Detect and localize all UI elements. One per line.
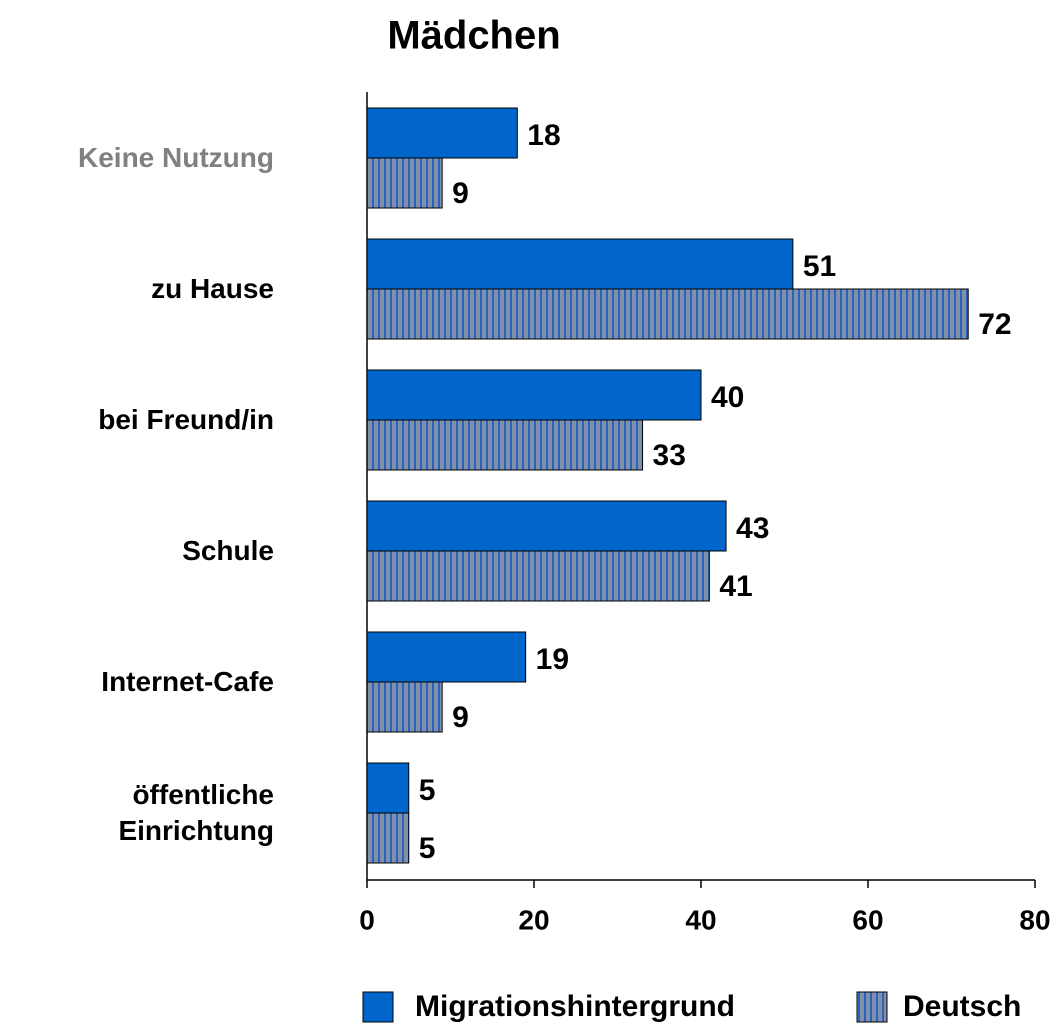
bar — [366, 550, 710, 602]
category-label: Schule — [182, 535, 274, 566]
legend-label: Migrationshintergrund — [415, 990, 735, 1023]
category-label: öffentliche Einrichtung — [118, 779, 274, 846]
bar — [366, 107, 518, 159]
value-label: 51 — [803, 250, 836, 283]
bar — [366, 288, 969, 340]
value-label: 9 — [452, 177, 469, 210]
legend-swatch — [856, 991, 888, 1023]
x-tick-label: 80 — [1019, 904, 1050, 935]
x-tick-label: 60 — [852, 904, 883, 935]
category-label: bei Freund/in — [98, 404, 274, 435]
value-label: 18 — [527, 119, 560, 152]
x-tick-label: 20 — [518, 904, 549, 935]
bar — [366, 419, 644, 471]
value-label: 5 — [419, 832, 436, 865]
value-label: 9 — [452, 701, 469, 734]
category-label: zu Hause — [151, 273, 274, 304]
value-label: 5 — [419, 774, 436, 807]
value-label: 41 — [719, 570, 752, 603]
bar — [366, 369, 702, 421]
bar — [366, 157, 443, 209]
bar — [366, 762, 410, 814]
value-label: 40 — [711, 381, 744, 414]
x-tick-label: 40 — [685, 904, 716, 935]
bar — [366, 812, 410, 864]
legend-label: Deutsch — [903, 990, 1021, 1023]
bar — [366, 500, 727, 552]
chart-title: Mädchen — [387, 14, 560, 58]
x-tick-label: 0 — [359, 904, 375, 935]
legend-swatch — [362, 991, 394, 1023]
value-label: 33 — [653, 439, 686, 472]
category-label: Keine Nutzung — [78, 142, 274, 173]
bar — [366, 238, 794, 290]
value-label: 19 — [536, 643, 569, 676]
category-label: Internet-Cafe — [101, 666, 274, 697]
value-label: 72 — [978, 308, 1011, 341]
bar — [366, 681, 443, 733]
bar — [366, 631, 527, 683]
value-label: 43 — [736, 512, 769, 545]
